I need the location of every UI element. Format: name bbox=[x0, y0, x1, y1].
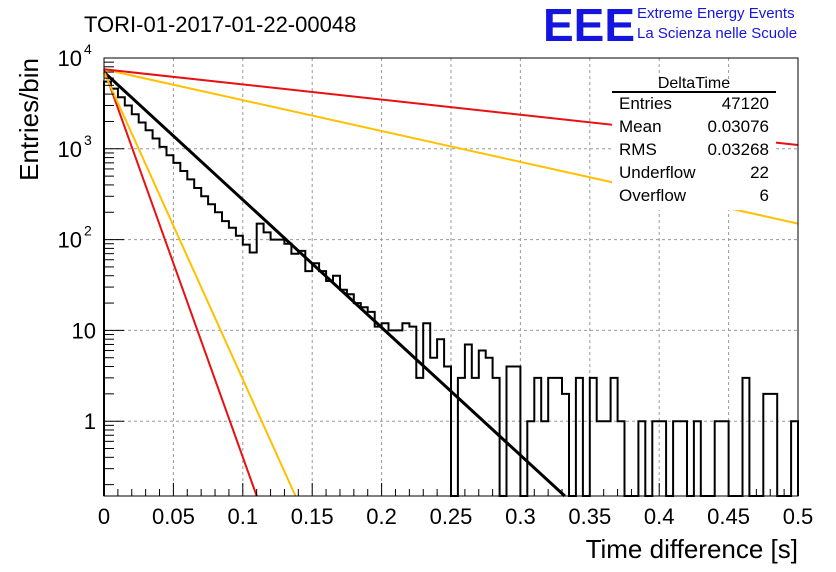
eee-logo-mark: EEE bbox=[543, 0, 635, 51]
x-tick-label: 0.35 bbox=[568, 504, 611, 529]
eee-logo-line1: Extreme Energy Events bbox=[637, 5, 795, 22]
curve-3 bbox=[103, 71, 297, 497]
histogram bbox=[103, 80, 799, 497]
y-tick-label: 10 bbox=[58, 228, 82, 253]
y-tick-label: 10 bbox=[58, 137, 82, 162]
stats-rows: Entries 47120 Mean 0.03076 RMS 0.03268 Underfl… bbox=[619, 94, 769, 205]
stats-box-background bbox=[612, 80, 776, 210]
x-tick-label: 0.45 bbox=[707, 504, 750, 529]
stats-label: Underflow bbox=[619, 163, 696, 182]
x-tick-label: 0.25 bbox=[430, 504, 473, 529]
y-tick-label: 10 bbox=[58, 46, 82, 71]
x-tick-label: 0 bbox=[98, 504, 110, 529]
x-tick-label: 0.15 bbox=[291, 504, 334, 529]
x-axis-label: Time difference [s] bbox=[586, 534, 798, 564]
x-tick-label: 0.1 bbox=[228, 504, 259, 529]
stats-label: Mean bbox=[619, 117, 662, 136]
x-tick-label: 0.5 bbox=[783, 504, 814, 529]
x-tick-label: 0.2 bbox=[366, 504, 397, 529]
x-tick-label: 0.3 bbox=[505, 504, 536, 529]
stats-title: DeltaTime bbox=[658, 75, 730, 92]
histogram-outline bbox=[103, 80, 799, 497]
stats-value: 0.03268 bbox=[708, 140, 769, 159]
x-tick-label: 0.4 bbox=[644, 504, 675, 529]
stats-value: 22 bbox=[750, 163, 769, 182]
stats-label: Overflow bbox=[619, 186, 687, 205]
y-tick-label: 10 bbox=[72, 318, 96, 343]
chart-title: TORI-01-2017-01-22-00048 bbox=[84, 12, 356, 37]
stats-label: Entries bbox=[619, 94, 672, 113]
x-axis: 0 0.05 0.1 0.15 0.2 0.25 0.3 0.35 0.4 0.45 0.5 bbox=[98, 483, 813, 529]
y-tick-label: 1 bbox=[84, 409, 96, 434]
eee-logo: EEE Extreme Energy Events La Scienza nel… bbox=[543, 0, 797, 51]
stats-label: RMS bbox=[619, 140, 657, 159]
stats-box: DeltaTime Entries 47120 Mean 0.03076 RMS 0.03… bbox=[612, 75, 776, 210]
y-tick-exponent: 3 bbox=[84, 132, 92, 148]
eee-logo-line2: La Scienza nelle Scuole bbox=[637, 25, 797, 42]
x-tick-label: 0.05 bbox=[152, 504, 195, 529]
y-tick-exponent: 2 bbox=[84, 223, 92, 239]
curve-2 bbox=[103, 68, 258, 497]
stats-value: 0.03076 bbox=[708, 117, 769, 136]
curve-1 bbox=[102, 70, 566, 498]
stats-value: 6 bbox=[760, 186, 769, 205]
y-tick-exponent: 4 bbox=[84, 41, 92, 57]
grid-lines bbox=[104, 58, 798, 496]
y-axis-label: Entries/bin bbox=[14, 58, 44, 181]
stats-value: 47120 bbox=[722, 94, 769, 113]
